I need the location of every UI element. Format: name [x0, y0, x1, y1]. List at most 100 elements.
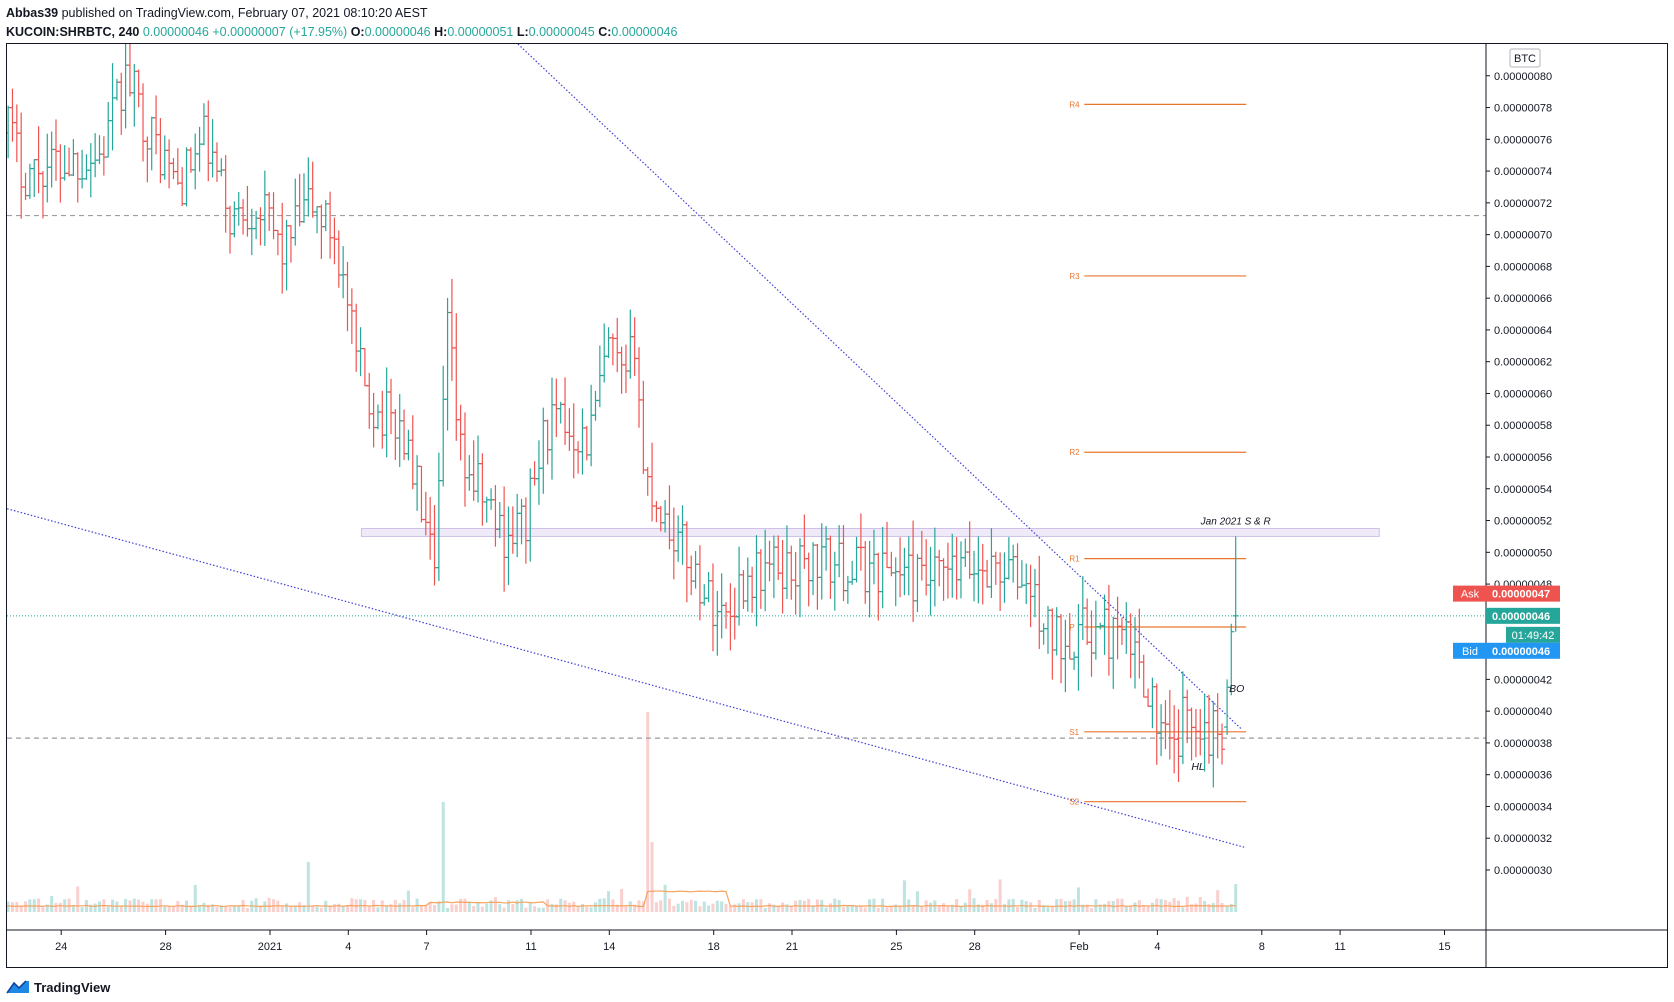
ohlc-bar	[1132, 617, 1139, 689]
ohlc-bar	[892, 557, 899, 607]
ohlc-bar	[461, 412, 468, 507]
ohlc-bar	[601, 323, 608, 383]
low-label: L:	[516, 25, 529, 39]
volume-bar	[824, 907, 828, 912]
volume-bar	[306, 862, 310, 912]
ohlc-bar	[762, 529, 769, 612]
ohlc-bar	[792, 551, 799, 615]
ohlc-bar	[357, 327, 364, 377]
volume-bar	[441, 802, 445, 912]
ohlc-bar	[488, 488, 495, 510]
price-change: +0.00000007 (+17.95%)	[212, 25, 348, 39]
ohlc-bar	[35, 126, 42, 194]
volume-bar	[794, 900, 798, 912]
volume-bar	[963, 902, 967, 912]
ohlc-bar	[227, 205, 234, 254]
symbol-label[interactable]: KUCOIN:SHRBTC, 240	[6, 25, 140, 39]
price-tick-label: 0.00000054	[1494, 484, 1552, 496]
ohlc-bar	[492, 485, 499, 547]
volume-bar	[885, 907, 889, 912]
volume-bar	[702, 901, 706, 912]
volume-bar	[1055, 899, 1059, 912]
volume-bar	[472, 906, 476, 912]
volume-bar	[219, 905, 223, 912]
ohlc-bar	[662, 500, 669, 533]
tradingview-brand[interactable]: TradingView	[6, 976, 110, 998]
ohlc-bar	[1210, 701, 1217, 788]
time-tick-label: 21	[786, 941, 798, 953]
volume-bar	[929, 902, 933, 912]
volume-bar	[1142, 905, 1146, 912]
ohlc-bar	[953, 537, 960, 600]
price-tick-label: 0.00000064	[1494, 325, 1552, 337]
price-tick-label: 0.00000058	[1494, 420, 1552, 432]
ohlc-bar	[222, 155, 229, 233]
ohlc-bar	[1105, 584, 1112, 676]
price-tick-label: 0.00000080	[1494, 71, 1552, 83]
price-tick-label: 0.00000066	[1494, 293, 1552, 305]
volume-bar	[37, 898, 41, 912]
volume-bar	[898, 905, 902, 912]
volume-bar	[707, 905, 711, 912]
ohlc-bar	[636, 347, 643, 428]
ohlc-bar	[801, 514, 808, 569]
ohlc-bar	[1123, 602, 1130, 654]
ohlc-bar	[87, 143, 94, 198]
ohlc-bar	[897, 537, 904, 598]
ohlc-bar	[514, 493, 521, 558]
volume-bar	[385, 905, 389, 912]
volume-bar	[398, 903, 402, 912]
volume-bar	[1150, 902, 1154, 912]
volume-bar	[1216, 890, 1220, 912]
ask-tag	[1453, 585, 1487, 602]
ohlc-bar	[618, 346, 625, 394]
publisher-line: Abbas39 published on TradingView.com, Fe…	[6, 4, 677, 23]
volume-bar	[624, 906, 628, 912]
volume-bar	[711, 903, 715, 912]
publisher-name[interactable]: Abbas39	[6, 6, 59, 20]
ohlc-bar	[66, 147, 73, 177]
ohlc-bar	[109, 63, 116, 151]
time-axis-bg	[7, 930, 1667, 967]
volume-bar	[145, 903, 149, 912]
volume-bar	[841, 907, 845, 912]
volume-bar	[1225, 906, 1229, 912]
chart-frame[interactable]: Jan 2021 S & R R4 R3 R2 R1 P S1 S2 BO HL 0.000000…	[6, 43, 1668, 968]
ohlc-bar	[266, 192, 273, 232]
volume-bar	[406, 890, 410, 912]
volume-bar	[167, 905, 171, 912]
ohlc-bar	[779, 540, 786, 614]
price-tick-label: 0.00000038	[1494, 738, 1552, 750]
volume-bar	[1203, 901, 1207, 912]
volume-bar	[950, 904, 954, 912]
volume-bar	[97, 901, 101, 912]
ohlc-bar	[1010, 544, 1017, 583]
ohlc-bar	[1205, 694, 1212, 764]
ohlc-bar	[344, 261, 351, 332]
ohlc-bar	[383, 367, 390, 458]
ohlc-bar	[927, 546, 934, 616]
ohlc-bar	[1192, 709, 1199, 758]
volume-bar	[593, 902, 597, 912]
volume-bar	[106, 906, 110, 912]
volume-bar	[454, 904, 458, 912]
volume-bar	[915, 891, 919, 912]
ohlc-bar	[579, 408, 586, 475]
volume-bar	[772, 904, 776, 912]
ohlc-bar	[544, 419, 551, 465]
open-value: 0.00000046	[364, 25, 431, 39]
price-chart[interactable]: Jan 2021 S & R R4 R3 R2 R1 P S1 S2 BO HL 0.000000…	[7, 44, 1667, 967]
volume-bar	[646, 712, 650, 912]
ohlc-bar	[940, 558, 947, 601]
volume-bar	[1085, 904, 1089, 912]
price-tick-label: 0.00000072	[1494, 198, 1552, 210]
volume-bar	[750, 902, 754, 912]
volume-bar	[502, 907, 506, 912]
ohlc-bar	[844, 575, 851, 604]
volume-bar	[541, 907, 545, 912]
time-tick-label: 4	[345, 941, 351, 953]
volume-bar	[889, 906, 893, 912]
ohlc-bar	[857, 513, 864, 571]
volume-bar	[737, 903, 741, 912]
volume-bar	[559, 898, 563, 912]
